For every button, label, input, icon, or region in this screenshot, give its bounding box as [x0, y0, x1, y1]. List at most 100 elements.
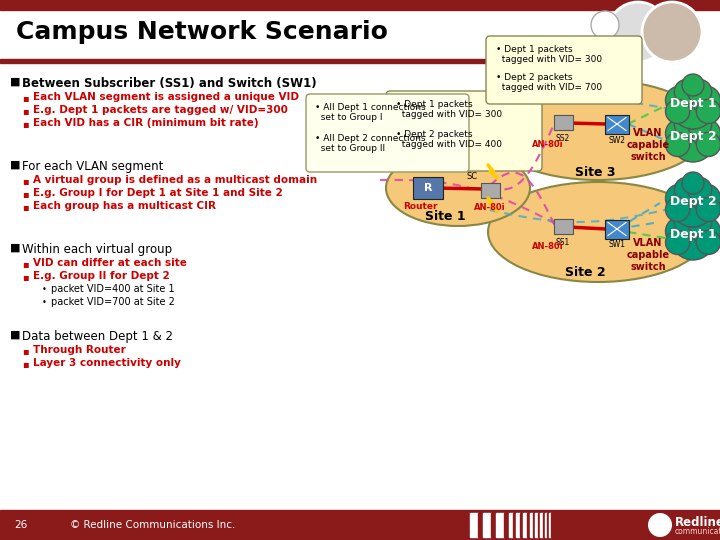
Text: ▪: ▪: [22, 359, 29, 369]
Text: Through Router: Through Router: [33, 345, 126, 355]
Text: SW1: SW1: [608, 240, 626, 249]
Text: VLAN
capable
switch: VLAN capable switch: [626, 238, 670, 272]
Bar: [0, 0, 720, 10]
Text: ▪: ▪: [22, 189, 29, 199]
Text: ▪: ▪: [22, 119, 29, 129]
Circle shape: [696, 197, 720, 221]
Text: • Dept 2 packets
  tagged with VID= 700: • Dept 2 packets tagged with VID= 700: [496, 73, 602, 92]
Text: Each VLAN segment is assigned a unique VID: Each VLAN segment is assigned a unique V…: [33, 92, 299, 102]
Text: Site 2: Site 2: [564, 267, 606, 280]
Text: 26: 26: [14, 520, 27, 530]
Text: ■: ■: [10, 77, 20, 87]
Bar: [527, 513, 530, 537]
Text: Data between Dept 1 & 2: Data between Dept 1 & 2: [22, 330, 173, 343]
Ellipse shape: [488, 80, 708, 180]
Circle shape: [696, 99, 720, 124]
Text: A virtual group is defined as a multicast domain: A virtual group is defined as a multicas…: [33, 175, 317, 185]
Text: VLAN
capable
switch: VLAN capable switch: [626, 129, 670, 161]
Circle shape: [688, 79, 711, 104]
Text: ■: ■: [10, 243, 20, 253]
Text: Site 1: Site 1: [425, 210, 465, 222]
Bar: [509, 513, 513, 537]
Text: ■: ■: [10, 160, 20, 170]
FancyBboxPatch shape: [554, 219, 572, 233]
Circle shape: [665, 184, 694, 213]
Text: ▪: ▪: [22, 346, 29, 356]
Bar: [543, 513, 545, 537]
Text: communications: communications: [675, 528, 720, 537]
Circle shape: [591, 11, 619, 39]
Text: • Dept 1 packets
  tagged with VID= 300: • Dept 1 packets tagged with VID= 300: [396, 100, 502, 119]
Text: E.g. Group II for Dept 2: E.g. Group II for Dept 2: [33, 271, 170, 281]
Bar: [513, 513, 516, 537]
Text: Dept 1: Dept 1: [670, 228, 716, 241]
Text: ■: ■: [10, 330, 20, 340]
Circle shape: [665, 197, 690, 221]
Text: SS1: SS1: [556, 238, 570, 247]
Bar: [523, 513, 527, 537]
Text: Dept 2: Dept 2: [670, 130, 716, 143]
Bar: [470, 513, 478, 537]
Bar: [496, 513, 504, 537]
Text: SS2: SS2: [556, 134, 570, 143]
Bar: [504, 513, 509, 537]
Text: Redline: Redline: [675, 516, 720, 529]
Bar: [0, 59, 600, 63]
Text: Dept 2: Dept 2: [670, 195, 716, 208]
Bar: [538, 513, 540, 537]
Circle shape: [675, 211, 698, 235]
Text: •: •: [42, 285, 47, 294]
Text: ▪: ▪: [22, 176, 29, 186]
Circle shape: [671, 216, 715, 260]
FancyBboxPatch shape: [605, 219, 629, 239]
Text: • Dept 2 packets
  tagged with VID= 400: • Dept 2 packets tagged with VID= 400: [396, 130, 502, 150]
Text: ▪: ▪: [22, 272, 29, 282]
Text: E.g. Group I for Dept 1 at Site 1 and Site 2: E.g. Group I for Dept 1 at Site 1 and Si…: [33, 188, 283, 198]
Bar: [520, 513, 523, 537]
Circle shape: [671, 118, 715, 162]
Text: AN-80i: AN-80i: [532, 140, 564, 149]
Circle shape: [682, 107, 704, 129]
Circle shape: [642, 2, 702, 62]
Text: SW2: SW2: [608, 136, 626, 145]
Bar: [483, 513, 491, 537]
Text: • All Dept 2 connections
  set to Group II: • All Dept 2 connections set to Group II: [315, 134, 426, 153]
FancyBboxPatch shape: [413, 177, 443, 199]
Circle shape: [692, 86, 720, 114]
Text: •: •: [42, 298, 47, 307]
Text: E.g. Dept 1 packets are tagged w/ VID=300: E.g. Dept 1 packets are tagged w/ VID=30…: [33, 105, 288, 115]
Text: Each group has a multicast CIR: Each group has a multicast CIR: [33, 201, 216, 211]
Text: © Redline Communications Inc.: © Redline Communications Inc.: [70, 520, 235, 530]
Circle shape: [665, 132, 690, 157]
Bar: [533, 513, 535, 537]
Text: Each VID has a CIR (minimum bit rate): Each VID has a CIR (minimum bit rate): [33, 118, 258, 128]
Text: Campus Network Scenario: Campus Network Scenario: [16, 20, 388, 44]
Bar: [549, 513, 551, 537]
FancyBboxPatch shape: [554, 114, 572, 130]
Circle shape: [688, 178, 711, 202]
Circle shape: [665, 119, 694, 148]
Circle shape: [608, 2, 668, 62]
Bar: [530, 513, 533, 537]
Text: ▪: ▪: [22, 202, 29, 212]
Text: ▪: ▪: [22, 259, 29, 269]
Circle shape: [688, 211, 711, 235]
Circle shape: [675, 178, 698, 202]
FancyBboxPatch shape: [386, 91, 542, 171]
Text: For each VLAN segment: For each VLAN segment: [22, 160, 163, 173]
Text: SC: SC: [467, 172, 477, 181]
Circle shape: [671, 85, 715, 129]
Circle shape: [692, 184, 720, 213]
Circle shape: [665, 86, 694, 114]
Circle shape: [688, 112, 711, 137]
Bar: [516, 513, 520, 537]
Bar: [545, 513, 547, 537]
Circle shape: [665, 217, 694, 246]
Bar: [478, 513, 483, 537]
Text: AN-80i: AN-80i: [532, 242, 564, 251]
Text: Site 3: Site 3: [575, 165, 616, 179]
FancyBboxPatch shape: [306, 94, 469, 172]
Text: • Dept 1 packets
  tagged with VID= 300: • Dept 1 packets tagged with VID= 300: [496, 45, 602, 64]
Text: Within each virtual group: Within each virtual group: [22, 243, 172, 256]
Text: VID can differ at each site: VID can differ at each site: [33, 258, 187, 268]
